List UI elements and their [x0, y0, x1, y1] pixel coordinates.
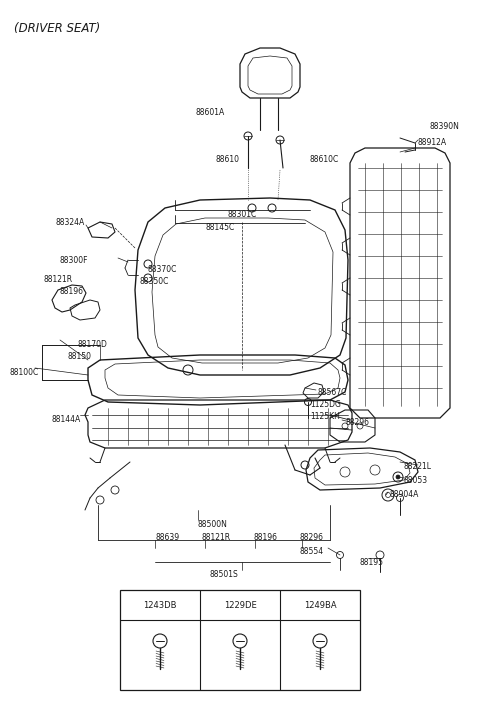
- Text: 88121R: 88121R: [44, 275, 73, 284]
- Text: 88610: 88610: [216, 155, 240, 164]
- Bar: [120, 590, 360, 690]
- Text: (DRIVER SEAT): (DRIVER SEAT): [14, 22, 100, 35]
- Circle shape: [396, 475, 400, 479]
- Text: 1125DG: 1125DG: [310, 400, 341, 409]
- Text: 88350C: 88350C: [140, 277, 169, 286]
- Text: 88196: 88196: [60, 287, 84, 296]
- Text: 1249BA: 1249BA: [304, 601, 336, 609]
- Text: 88904A: 88904A: [390, 490, 420, 499]
- Text: 1229DE: 1229DE: [224, 601, 256, 609]
- Text: 88053: 88053: [404, 476, 428, 485]
- Text: 88145C: 88145C: [206, 223, 235, 232]
- Text: 88100C: 88100C: [10, 368, 39, 377]
- Text: 88324A: 88324A: [56, 218, 85, 227]
- Text: 88912A: 88912A: [418, 138, 447, 147]
- Text: 88501S: 88501S: [210, 570, 239, 579]
- Text: 88370C: 88370C: [148, 265, 178, 274]
- Text: 88221L: 88221L: [404, 462, 432, 471]
- Text: 88296: 88296: [300, 533, 324, 542]
- Text: 88144A: 88144A: [52, 415, 81, 424]
- Text: 88195: 88195: [360, 558, 384, 567]
- Text: 1243DB: 1243DB: [143, 601, 177, 609]
- Text: 88121R: 88121R: [202, 533, 231, 542]
- Text: 88300F: 88300F: [60, 256, 88, 265]
- Text: 88567C: 88567C: [318, 388, 348, 397]
- Text: 1125KH: 1125KH: [310, 412, 340, 421]
- Text: 88554: 88554: [300, 547, 324, 556]
- Text: 88500N: 88500N: [198, 520, 228, 529]
- Text: 88610C: 88610C: [310, 155, 339, 164]
- Text: 88390N: 88390N: [430, 122, 460, 131]
- Text: 88639: 88639: [155, 533, 179, 542]
- Text: 88150: 88150: [68, 352, 92, 361]
- Text: 88296: 88296: [345, 418, 369, 427]
- Text: 88301C: 88301C: [228, 210, 257, 219]
- Text: 88170D: 88170D: [78, 340, 108, 349]
- Text: 88601A: 88601A: [196, 108, 225, 117]
- Text: 88196: 88196: [253, 533, 277, 542]
